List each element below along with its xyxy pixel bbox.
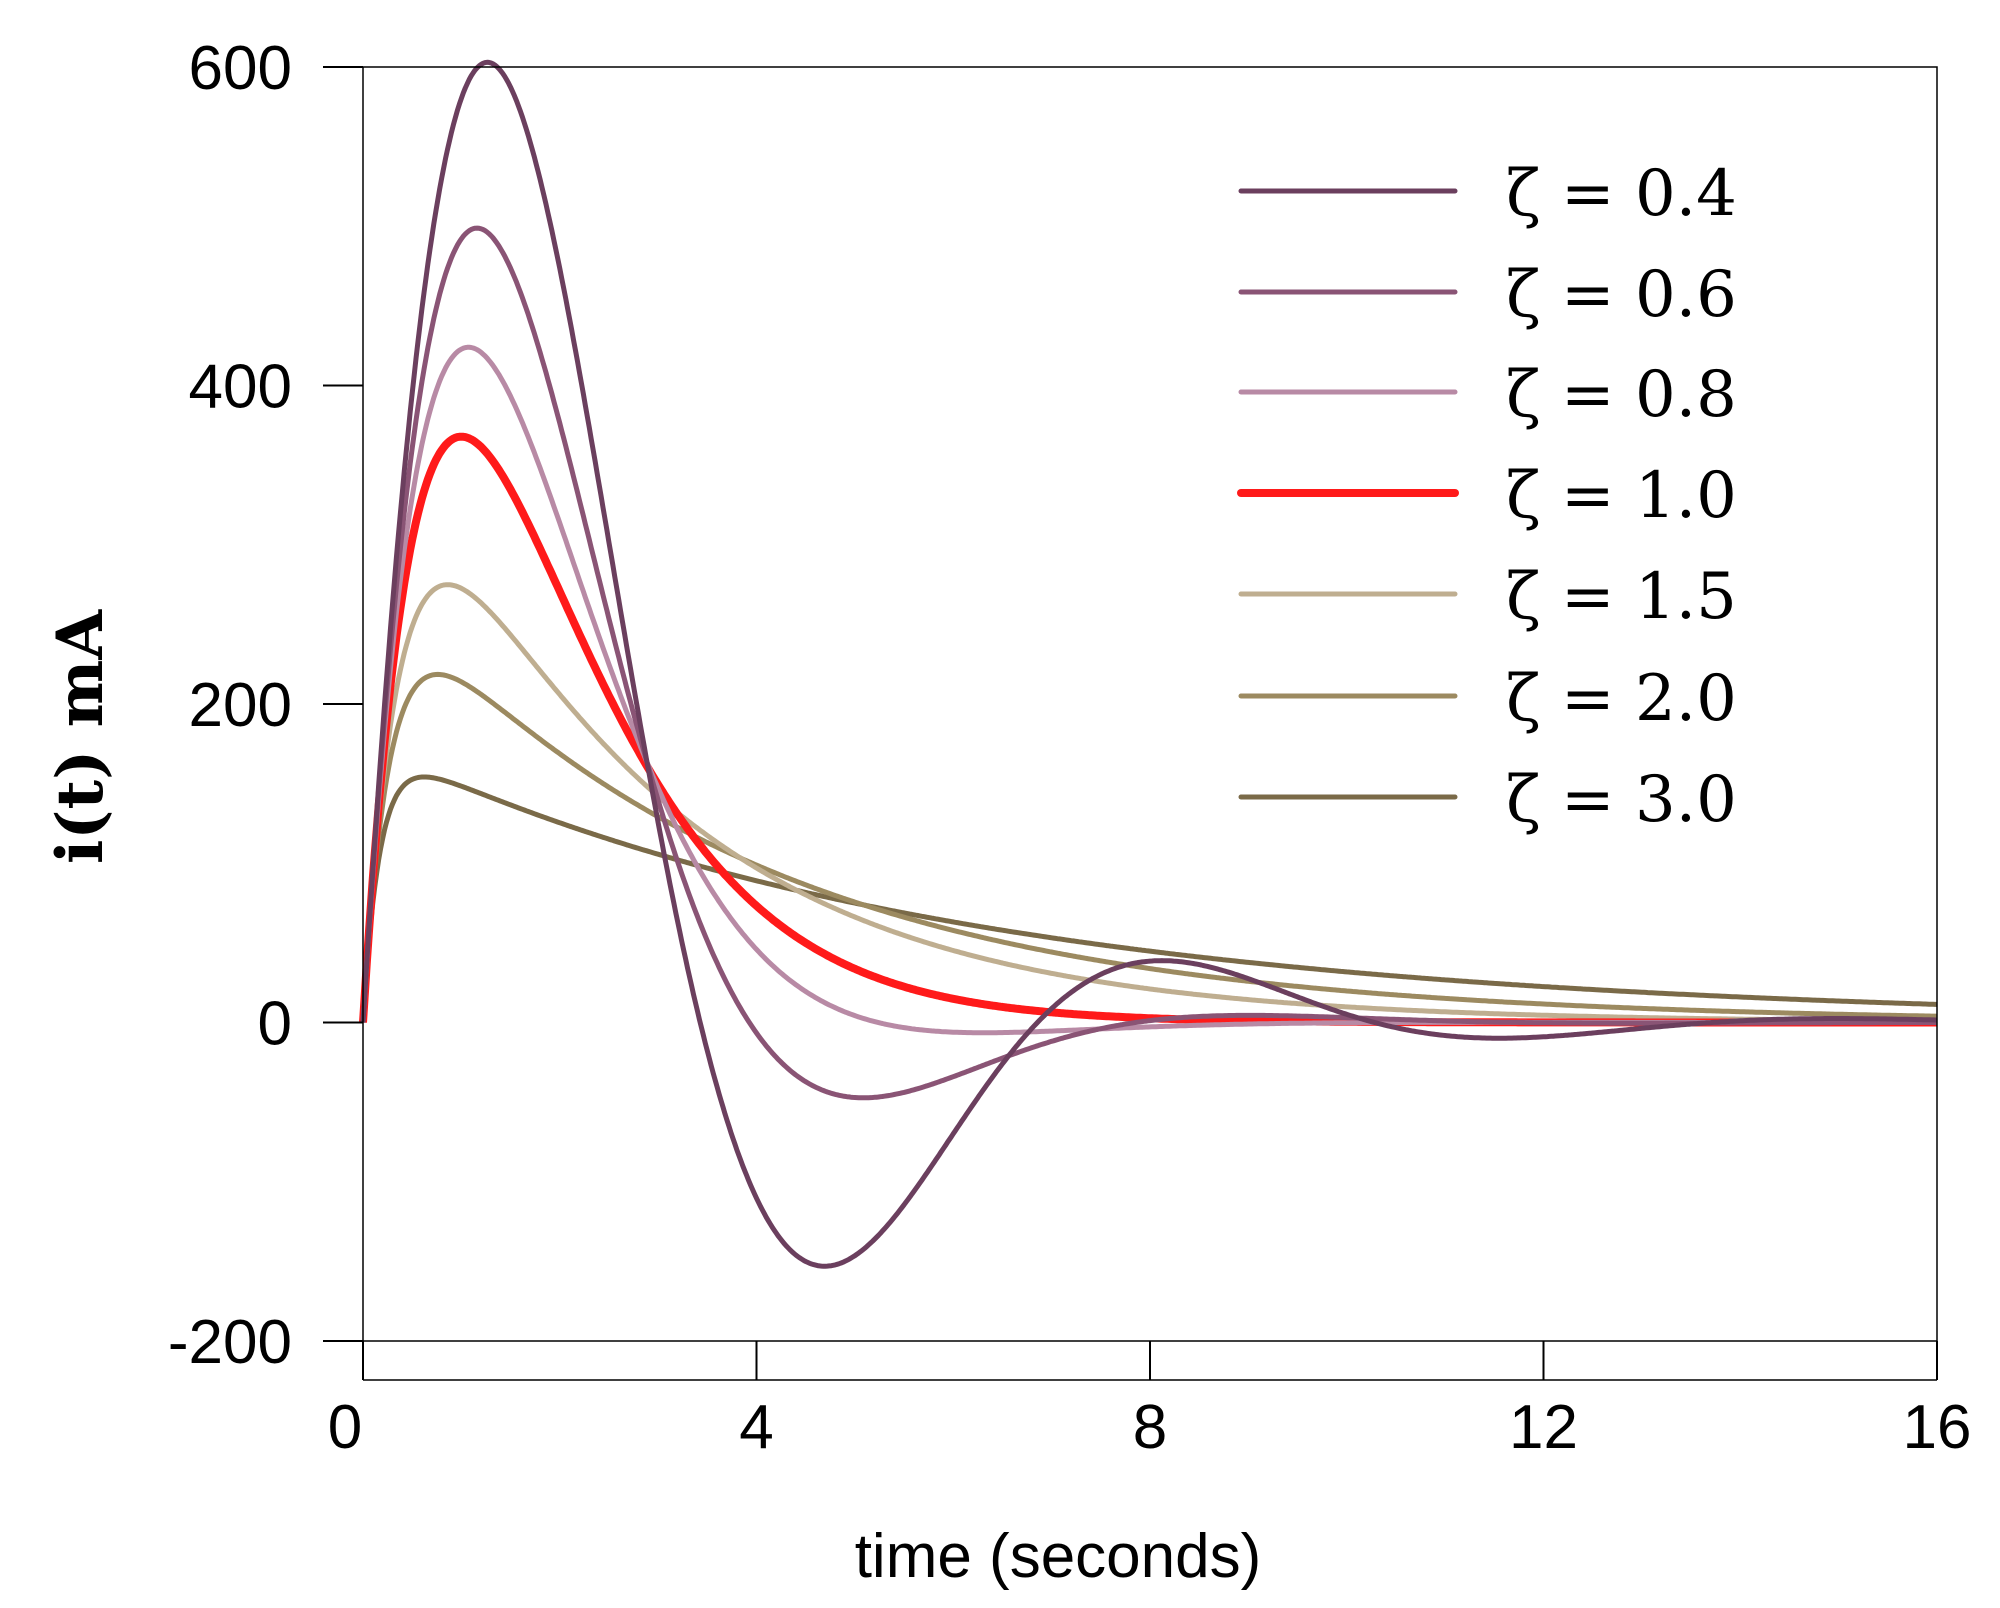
legend-item: ζ = 1.0 (1237, 459, 1737, 533)
x-tick-label: 4 (739, 1393, 773, 1462)
x-axis: 0 4 8 12 16 (328, 1341, 1972, 1462)
legend-item: ζ = 0.6 (1238, 258, 1737, 332)
legend-item: ζ = 3.0 (1238, 763, 1737, 837)
y-tick-label: 400 (189, 353, 292, 422)
legend-label: ζ = 0.8 (1506, 358, 1737, 432)
x-tick-label: 12 (1509, 1393, 1578, 1462)
legend-label: ζ = 0.6 (1506, 258, 1737, 332)
y-tick-label: 600 (189, 34, 292, 103)
legend-label: ζ = 1.0 (1506, 459, 1737, 533)
legend-item: ζ = 0.8 (1238, 358, 1737, 432)
legend-label: ζ = 0.4 (1506, 157, 1737, 231)
legend-item: ζ = 1.5 (1238, 560, 1737, 634)
x-axis-label: time (seconds) (855, 1522, 1262, 1591)
legend-label: ζ = 3.0 (1506, 763, 1737, 837)
legend-item: ζ = 2.0 (1238, 662, 1737, 736)
legend-item: ζ = 0.4 (1238, 157, 1737, 231)
series-line-zeta-1-5 (360, 582, 1938, 1024)
y-axis: 600 400 200 0 -200 (168, 34, 363, 1377)
y-axis-label: i(t) mA (43, 609, 118, 864)
y-tick-label: 0 (258, 990, 292, 1059)
legend: ζ = 0.4 ζ = 0.6 ζ = 0.8 ζ = 1.0 ζ = 1.5 ζ = 2… (1237, 157, 1737, 837)
x-tick-label: 8 (1133, 1393, 1167, 1462)
curves (359, 59, 1939, 1269)
series-line-zeta-0-4 (360, 59, 1938, 1269)
series-line-zeta-2 (360, 671, 1938, 1023)
y-tick-label: -200 (168, 1308, 292, 1377)
legend-label: ζ = 1.5 (1506, 560, 1737, 634)
series-line-zeta-3 (360, 774, 1938, 1023)
legend-label: ζ = 2.0 (1506, 662, 1737, 736)
x-tick-label: 16 (1903, 1393, 1972, 1462)
x-tick-label: 0 (328, 1393, 362, 1462)
y-tick-label: 200 (189, 671, 292, 740)
